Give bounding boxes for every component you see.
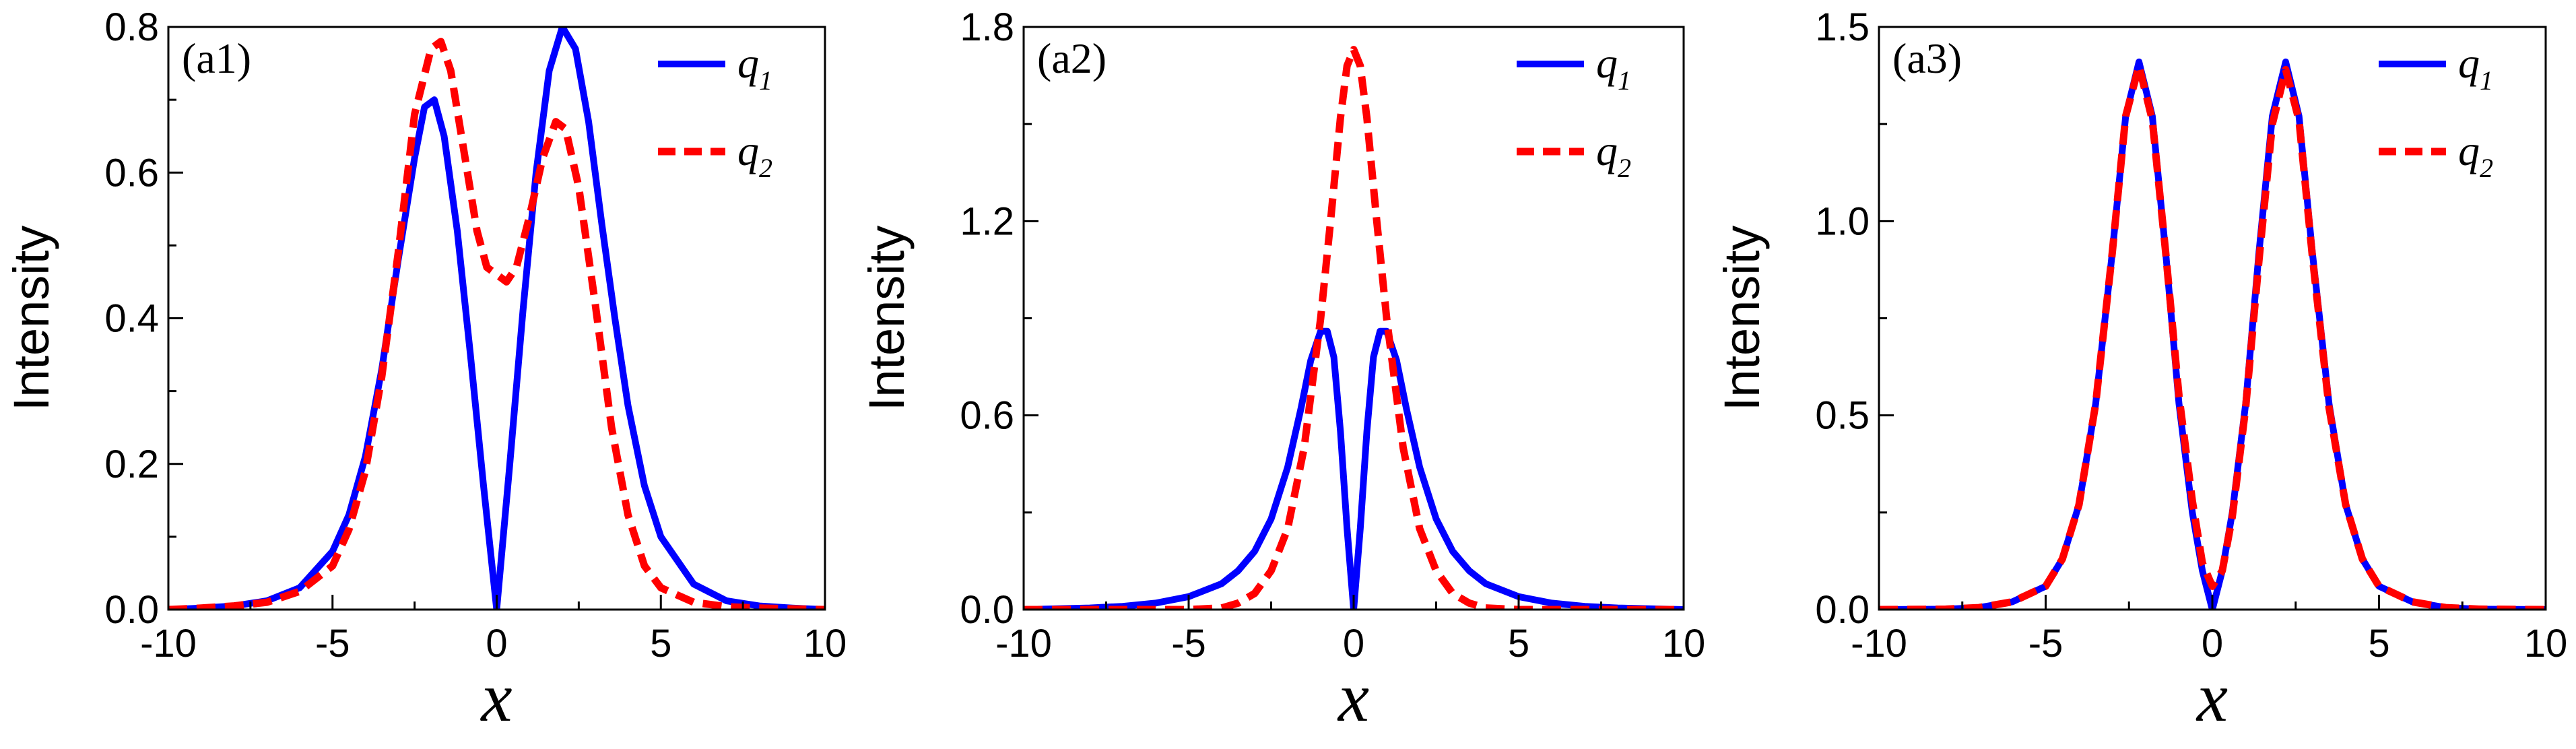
legend-label-q1: q1	[737, 39, 772, 96]
y-axis-label: Intensity	[1714, 226, 1770, 412]
legend-label-base: q	[2458, 39, 2480, 87]
x-tick-label: -10	[140, 622, 197, 665]
legend-label-base: q	[737, 39, 759, 87]
y-tick-label: 0.2	[104, 443, 159, 486]
x-tick-label: -5	[315, 622, 350, 665]
legend-label-base: q	[2458, 127, 2480, 174]
x-tick-label: 5	[1508, 622, 1529, 665]
series-line-q2	[1024, 46, 1684, 610]
y-tick-label: 1.0	[1815, 199, 1870, 243]
y-tick-label: 0.6	[960, 394, 1014, 438]
x-tick-label: 10	[803, 622, 847, 665]
series-line-q2	[168, 38, 825, 610]
plot-frame	[1022, 26, 1685, 611]
x-tick-label: 0	[1343, 622, 1364, 665]
y-tick-label: 1.8	[960, 5, 1014, 49]
y-tick-label: 0.6	[104, 151, 159, 195]
x-tick-label: 0	[486, 622, 507, 665]
series-line-q1	[1024, 327, 1684, 610]
panel-label: (a3)	[1892, 34, 1962, 82]
y-tick-label: 0.5	[1815, 394, 1870, 438]
legend-label-subscript: 1	[1618, 65, 1631, 96]
x-axis-label: x	[1337, 659, 1369, 736]
legend-label-subscript: 2	[2480, 153, 2493, 183]
plot-frame	[1878, 26, 2547, 611]
y-tick-label: 1.2	[960, 199, 1014, 243]
panel-label: (a2)	[1037, 34, 1107, 82]
y-tick-label: 0.0	[960, 588, 1014, 632]
x-tick-label: 5	[2368, 622, 2389, 665]
legend-label-subscript: 2	[759, 153, 772, 183]
y-tick-label: 0.0	[104, 588, 159, 632]
x-tick-label: 10	[2524, 622, 2568, 665]
series-line-q2	[1879, 62, 2546, 610]
legend-label-subscript: 1	[2480, 65, 2493, 96]
x-tick-label: 10	[1662, 622, 1706, 665]
legend-label-base: q	[1596, 39, 1618, 87]
series-line-q1	[168, 27, 825, 610]
legend-label-q1: q1	[2458, 39, 2493, 96]
x-tick-label: 5	[650, 622, 671, 665]
x-tick-label: -5	[2028, 622, 2063, 665]
y-tick-label: 1.5	[1815, 5, 1870, 49]
legend-label-q2: q2	[737, 127, 772, 183]
x-tick-label: 0	[2202, 622, 2223, 665]
y-tick-label: 0.8	[104, 5, 159, 49]
x-tick-label: -10	[995, 622, 1052, 665]
legend-label-base: q	[737, 127, 759, 174]
panel-label: (a1)	[182, 34, 251, 82]
series-line-q1	[1879, 58, 2546, 610]
x-tick-label: -5	[1171, 622, 1206, 665]
y-axis-label: Intensity	[3, 226, 59, 412]
y-tick-label: 0.0	[1815, 588, 1870, 632]
legend-label-subscript: 2	[1618, 153, 1631, 183]
y-axis-label: Intensity	[859, 226, 915, 412]
x-axis-label: x	[2195, 659, 2228, 736]
chart-panel-1: -10 -5 0 5 10 0.0 0.2 0.4 0.6 0.8 Intensity x (a1) q1…	[3, 5, 847, 736]
y-tick-label: 0.4	[104, 297, 159, 341]
legend-label-q1: q1	[1596, 39, 1631, 96]
legend-label-base: q	[1596, 127, 1618, 174]
plot-frame	[167, 26, 826, 611]
legend-label-subscript: 1	[759, 65, 772, 96]
x-tick-label: -10	[1851, 622, 1907, 665]
x-axis-label: x	[480, 659, 512, 736]
legend-label-q2: q2	[1596, 127, 1631, 183]
legend-label-q2: q2	[2458, 127, 2493, 183]
